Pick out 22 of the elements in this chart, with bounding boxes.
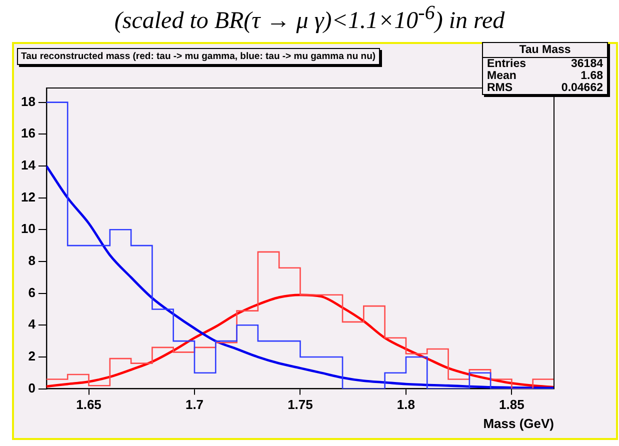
chart-subtitle: Tau reconstructed mass (red: tau -> mu gamma, blue: tau -> mu gamma nu nu) xyxy=(17,48,380,65)
text: Tau Mass xyxy=(483,43,607,58)
y-tick-label: 0 xyxy=(28,380,36,396)
x-tick-label: 1.65 xyxy=(76,397,102,412)
text: RMS 0.04662 xyxy=(487,82,603,94)
x-tick-label: 1.7 xyxy=(185,397,204,412)
text: Entries 36184 xyxy=(487,58,603,70)
x-tick-label: 1.8 xyxy=(396,397,416,412)
chart-title: (scaled to BR(τ → μ γ)<1.1×10$^{-6}$) in red xyxy=(113,2,506,35)
x-tick-label: 1.85 xyxy=(499,397,524,412)
y-tick-label: 6 xyxy=(28,284,36,300)
y-tick-label: 2 xyxy=(28,348,36,364)
y-tick-label: 14 xyxy=(20,158,36,173)
text: Mean 1.68 xyxy=(487,70,603,82)
y-tick-label: 8 xyxy=(28,253,36,268)
y-tick-label: 12 xyxy=(20,189,36,204)
x-axis-title: Mass (GeV) xyxy=(483,416,554,431)
y-tick-label: 16 xyxy=(20,126,36,141)
y-tick-label: 4 xyxy=(28,316,36,332)
x-tick-label: 1.75 xyxy=(288,397,313,412)
y-tick-label: 18 xyxy=(20,94,36,109)
y-tick-label: 10 xyxy=(20,221,36,236)
